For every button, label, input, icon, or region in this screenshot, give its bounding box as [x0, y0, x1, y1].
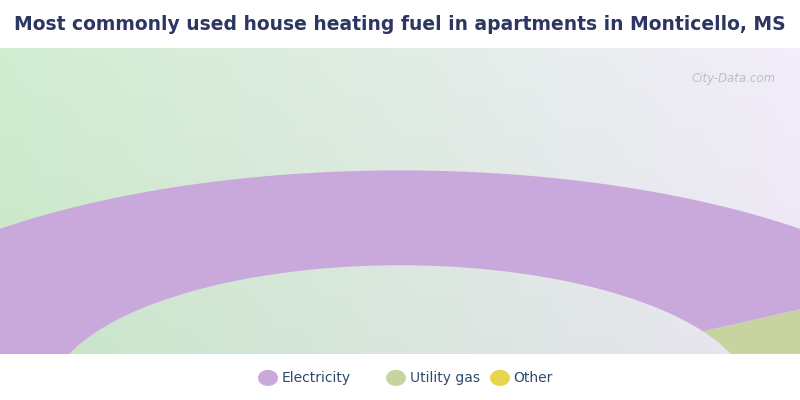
Text: Most commonly used house heating fuel in apartments in Monticello, MS: Most commonly used house heating fuel in… [14, 14, 786, 34]
Polygon shape [0, 170, 800, 400]
Ellipse shape [490, 370, 510, 386]
Ellipse shape [258, 370, 278, 386]
Ellipse shape [386, 370, 406, 386]
Text: Utility gas: Utility gas [410, 371, 480, 385]
Text: Other: Other [514, 371, 553, 385]
Polygon shape [750, 378, 800, 400]
Text: City-Data.com: City-Data.com [692, 72, 776, 86]
Polygon shape [703, 283, 800, 387]
Text: Electricity: Electricity [282, 371, 350, 385]
